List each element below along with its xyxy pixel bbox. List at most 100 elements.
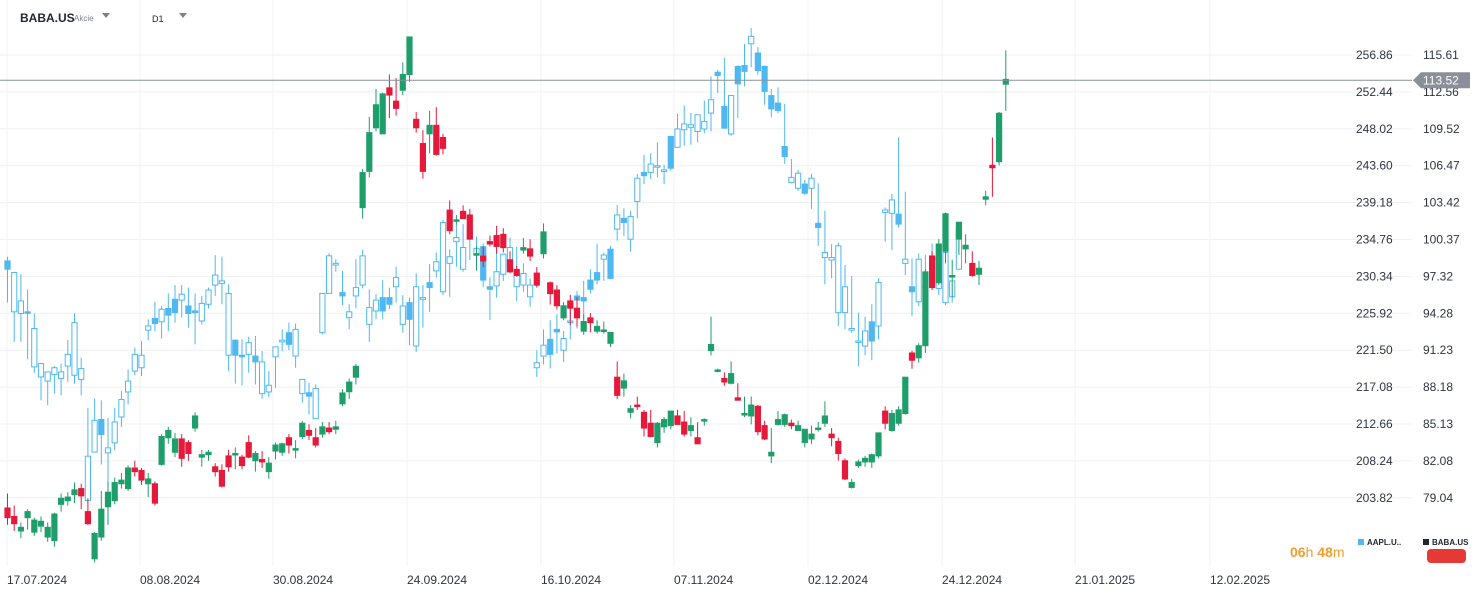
candle[interactable]	[875, 432, 882, 459]
candle[interactable]	[888, 409, 895, 432]
candle[interactable]	[875, 278, 882, 340]
candle[interactable]	[674, 409, 681, 425]
candle[interactable]	[587, 313, 594, 333]
candle[interactable]	[547, 320, 554, 369]
candle[interactable]	[949, 259, 956, 298]
candle[interactable]	[98, 491, 105, 541]
candle[interactable]	[118, 472, 125, 489]
candle[interactable]	[372, 294, 380, 320]
candle[interactable]	[808, 174, 815, 210]
candle[interactable]	[104, 481, 112, 525]
candle[interactable]	[513, 265, 520, 277]
candle[interactable]	[707, 76, 715, 132]
candle[interactable]	[78, 483, 85, 510]
candle[interactable]	[111, 477, 118, 505]
candle[interactable]	[975, 260, 983, 286]
candle[interactable]	[527, 278, 534, 307]
candle[interactable]	[11, 272, 18, 342]
candle[interactable]	[205, 287, 212, 309]
candle[interactable]	[386, 74, 393, 119]
candle[interactable]	[634, 396, 641, 410]
candle[interactable]	[594, 244, 601, 285]
candle[interactable]	[868, 453, 875, 469]
candle[interactable]	[44, 371, 51, 406]
candle[interactable]	[841, 265, 849, 330]
candle[interactable]	[788, 419, 795, 430]
candle[interactable]	[406, 36, 413, 82]
candle[interactable]	[855, 459, 862, 469]
candle[interactable]	[888, 194, 895, 251]
candle[interactable]	[681, 105, 688, 146]
candle[interactable]	[895, 137, 902, 228]
candle[interactable]	[232, 447, 239, 470]
candle[interactable]	[620, 373, 627, 397]
candle[interactable]	[118, 391, 125, 428]
candle[interactable]	[667, 135, 674, 171]
candle[interactable]	[627, 405, 634, 419]
candle[interactable]	[279, 329, 286, 352]
candle[interactable]	[71, 313, 78, 384]
candle[interactable]	[305, 424, 313, 441]
candle[interactable]	[51, 512, 58, 547]
candle[interactable]	[701, 418, 708, 426]
candle[interactable]	[453, 214, 460, 225]
candle[interactable]	[815, 183, 822, 246]
candle[interactable]	[687, 417, 694, 437]
candle[interactable]	[553, 314, 560, 354]
candle[interactable]	[781, 413, 788, 427]
candle[interactable]	[506, 251, 514, 274]
candle[interactable]	[71, 482, 78, 504]
candle[interactable]	[17, 522, 24, 539]
candle[interactable]	[31, 313, 38, 373]
candle[interactable]	[607, 331, 614, 347]
candle[interactable]	[647, 409, 654, 438]
candle[interactable]	[480, 246, 487, 268]
candle[interactable]	[131, 460, 138, 477]
candle[interactable]	[989, 137, 996, 197]
candle[interactable]	[962, 234, 969, 264]
candle[interactable]	[533, 350, 540, 377]
candle[interactable]	[915, 343, 922, 363]
candle[interactable]	[734, 65, 741, 119]
candle[interactable]	[694, 422, 701, 445]
candle[interactable]	[37, 516, 45, 533]
candle[interactable]	[346, 378, 353, 399]
candle[interactable]	[84, 407, 92, 504]
candle[interactable]	[192, 293, 199, 345]
timeframe-dropdown-chevron-icon[interactable]	[179, 13, 187, 18]
candle[interactable]	[218, 256, 226, 305]
candle[interactable]	[259, 351, 266, 399]
candle[interactable]	[493, 249, 500, 298]
candle[interactable]	[795, 169, 802, 191]
candle[interactable]	[486, 277, 493, 321]
candle[interactable]	[640, 409, 648, 437]
candle[interactable]	[446, 200, 453, 235]
candle[interactable]	[259, 451, 266, 469]
candle[interactable]	[125, 465, 132, 492]
candle[interactable]	[24, 289, 31, 360]
candle[interactable]	[245, 435, 252, 459]
candle[interactable]	[714, 69, 721, 94]
candle[interactable]	[305, 382, 313, 415]
candle[interactable]	[795, 420, 802, 431]
candle[interactable]	[661, 164, 668, 185]
candle[interactable]	[78, 357, 85, 396]
candle[interactable]	[346, 304, 353, 330]
candle[interactable]	[238, 339, 246, 386]
candle[interactable]	[614, 361, 621, 399]
candle[interactable]	[111, 407, 118, 451]
candle[interactable]	[171, 285, 179, 323]
candle[interactable]	[540, 223, 547, 259]
candle[interactable]	[359, 250, 366, 289]
candle[interactable]	[178, 285, 185, 318]
candle[interactable]	[721, 58, 728, 129]
candle[interactable]	[741, 396, 748, 418]
candle[interactable]	[91, 532, 98, 563]
candle[interactable]	[366, 116, 373, 178]
candle[interactable]	[647, 153, 654, 180]
candle[interactable]	[520, 263, 527, 292]
candle[interactable]	[895, 406, 902, 426]
candle[interactable]	[701, 100, 708, 134]
candle[interactable]	[728, 95, 735, 136]
